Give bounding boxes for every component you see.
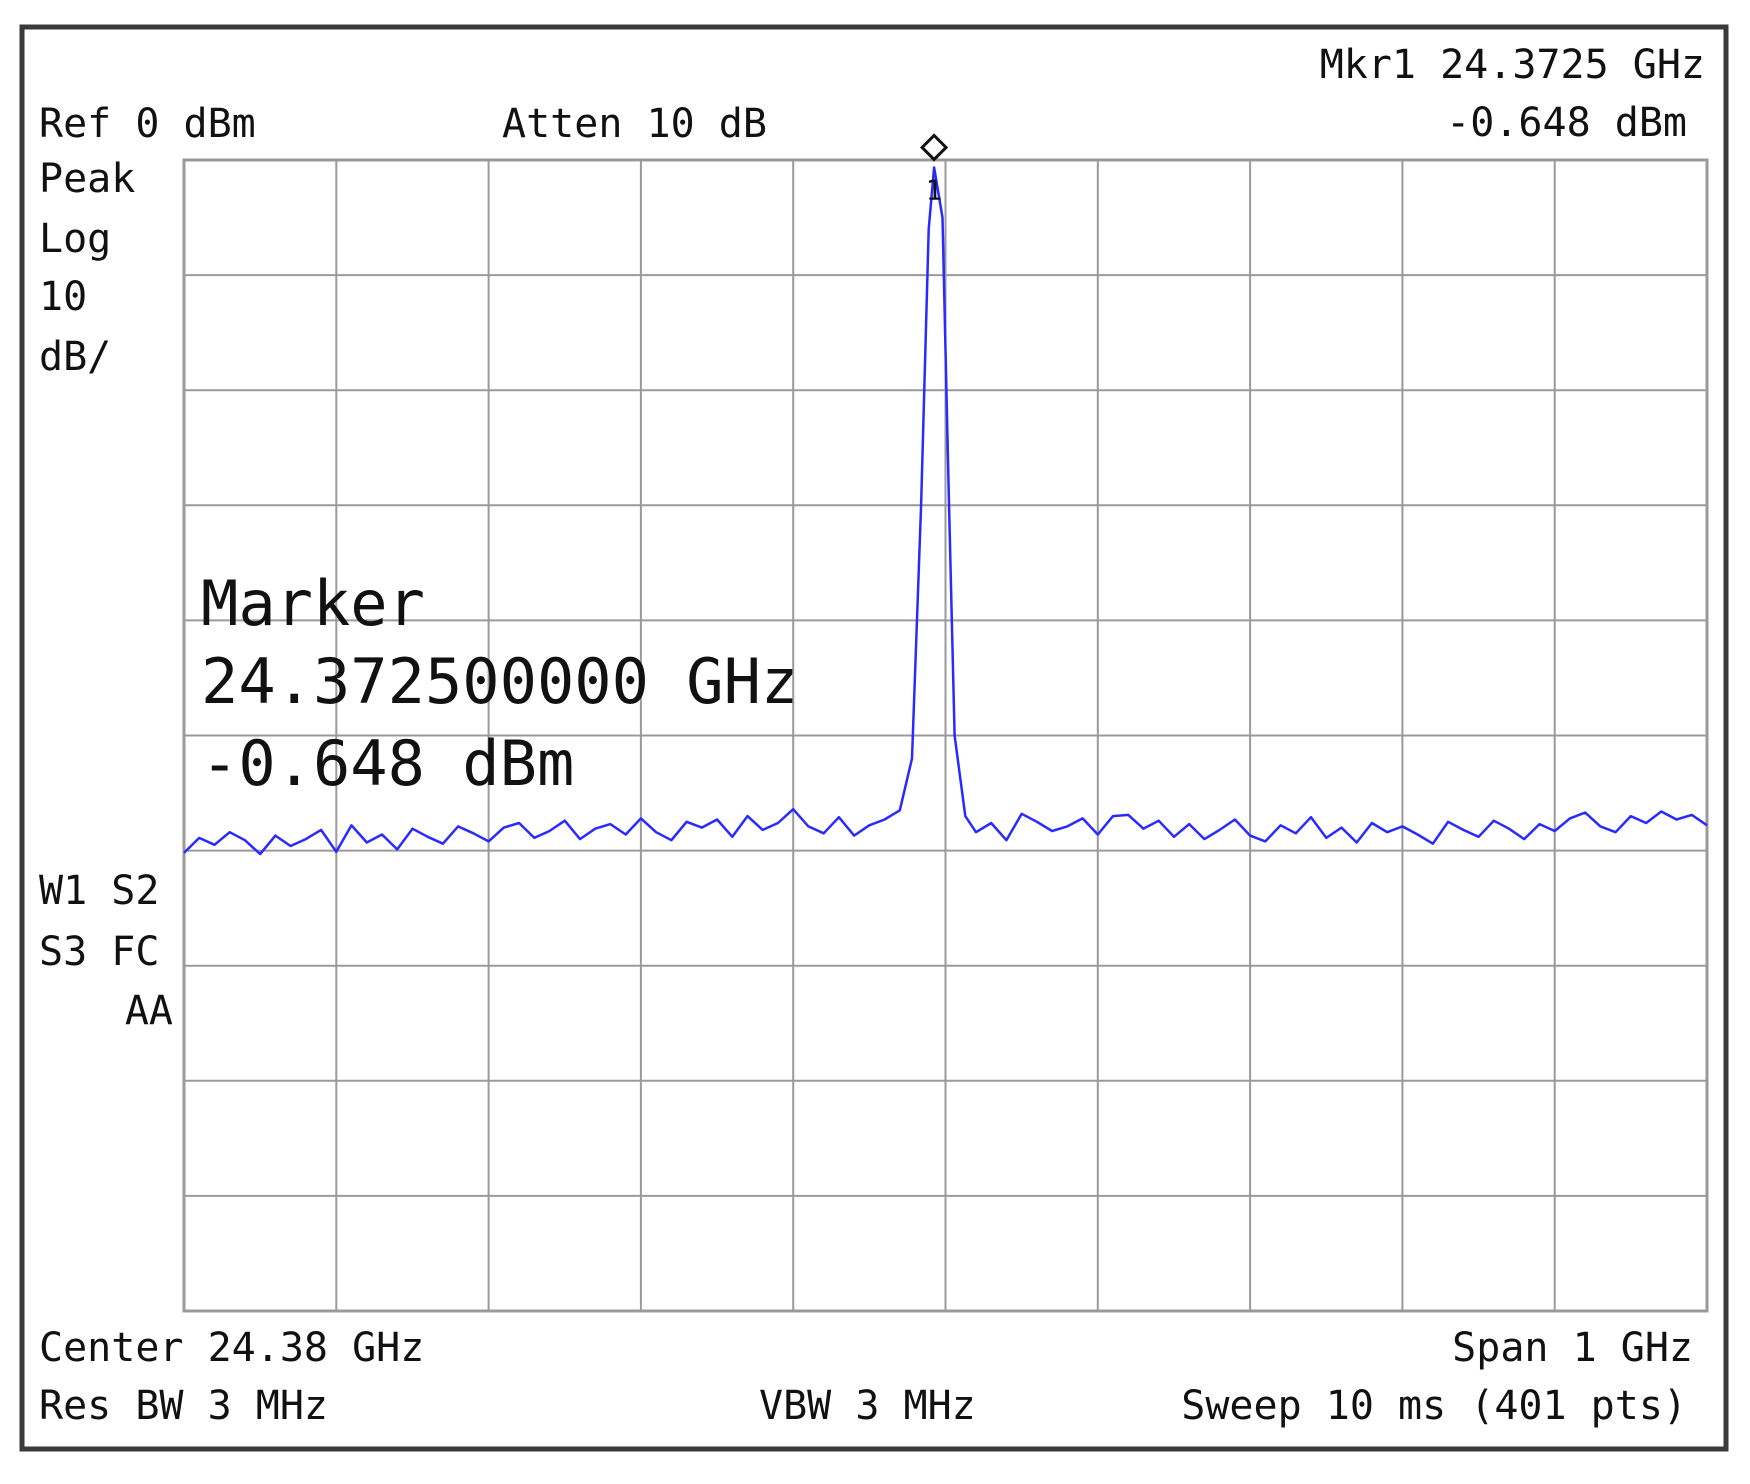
status: S3 FC — [39, 929, 159, 975]
center-frequency: Center 24.38 GHz — [39, 1325, 424, 1371]
marker-diamond — [919, 133, 949, 162]
vbw: VBW 3 MHz — [759, 1383, 976, 1429]
ref-level: Ref 0 dBm — [39, 101, 256, 147]
attenuation: Atten 10 dB — [502, 101, 767, 147]
scale-type: Log — [39, 216, 111, 262]
res-bw: Res BW 3 MHz — [39, 1383, 328, 1429]
sweep: Sweep 10 ms (401 pts) — [1181, 1383, 1687, 1429]
marker-readout: 24.372500000 GHz — [201, 645, 798, 718]
scale-value: 10 — [39, 274, 87, 320]
marker-number: 1 — [926, 173, 943, 206]
marker-readout: -0.648 dBm — [201, 727, 574, 800]
scale-unit: dB/ — [39, 334, 111, 380]
span: Span 1 GHz — [1452, 1325, 1693, 1371]
marker-readout: Marker — [201, 567, 425, 640]
status: W1 S2 — [39, 868, 159, 914]
detector: Peak — [39, 156, 135, 202]
marker-level: -0.648 dBm — [1446, 100, 1687, 146]
status: AA — [125, 988, 173, 1034]
marker-frequency: Mkr1 24.3725 GHz — [1320, 42, 1705, 88]
trace — [183, 166, 1708, 856]
